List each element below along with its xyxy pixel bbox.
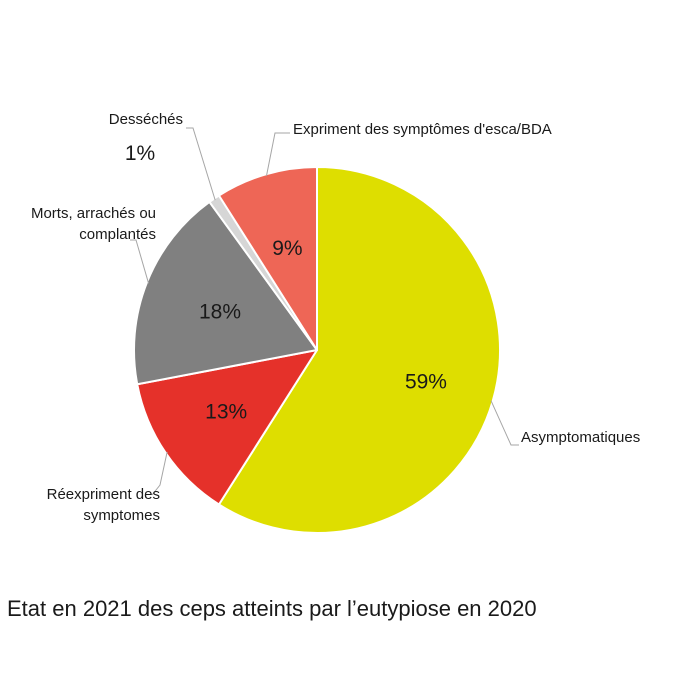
category-label-desseches: Desséchés — [109, 111, 183, 128]
category-label-expriment-des-symptomes-d-esca-bda: Expriment des symptômes d'esca/BDA — [293, 121, 552, 138]
value-label-morts-arraches-ou-complantes: 18% — [199, 301, 241, 324]
pie-slice-reexpriment-des-symptomes — [136, 349, 318, 506]
category-labels: Asymptomatiques Réexpriment des symptomes M… — [31, 111, 640, 524]
pie-slice-expriment-des-symptomes-d-esca-bda — [217, 166, 318, 351]
category-label-reexpriment-des-symptomes: Réexpriment des symptomes — [47, 486, 160, 524]
value-label-expriment-des-symptomes-d-esca-bda: 9% — [272, 237, 302, 260]
leader-line-expriment-des-symptomes-d-esca-bda — [265, 132, 290, 177]
category-label-morts-arraches-ou-complantes: Morts, arrachés ou complantés — [31, 205, 156, 243]
leader-line-morts-arraches-ou-complantes — [130, 239, 150, 284]
leader-line-desseches — [186, 127, 216, 201]
leader-line-reexpriment-des-symptomes — [151, 451, 168, 496]
pie-slice-asymptomatiques — [217, 166, 501, 534]
value-label-reexpriment-des-symptomes: 13% — [205, 401, 247, 424]
value-label-desseches: 1% — [125, 142, 155, 165]
chart-title: Etat en 2021 des ceps atteints par l’eut… — [7, 596, 537, 621]
category-label-asymptomatiques: Asymptomatiques — [521, 429, 640, 446]
pie-slice-morts-arraches-ou-complantes — [133, 200, 318, 386]
leader-lines — [130, 127, 519, 496]
leader-line-asymptomatiques — [490, 400, 519, 446]
percentage-labels: 59% 13% 18% 1% 9% — [125, 142, 447, 424]
value-label-asymptomatiques: 59% — [405, 371, 447, 394]
pie-slices — [133, 166, 501, 534]
